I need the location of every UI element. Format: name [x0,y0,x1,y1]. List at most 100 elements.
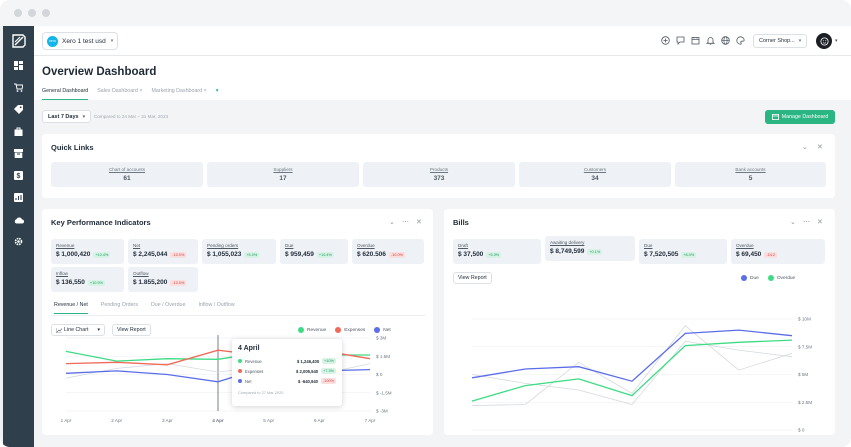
tab-sales-dashboard[interactable]: Sales Dashboard × [97,88,142,100]
legend-label: Due [750,275,759,281]
tab-general-dashboard[interactable]: General Dashboard [42,88,89,100]
kpi-metric-outflow[interactable]: Outflow $ 1.855,200 -10.0% [128,267,198,292]
chart-type-select[interactable]: Line Chart ▾ [51,324,105,336]
add-tab-chevron-icon[interactable]: ▾ [215,88,219,94]
avatar-chevron-down-icon[interactable]: ▾ [835,38,838,44]
tooltip-row-net: Net $ -640,940 -100% [238,376,336,386]
chat-icon[interactable] [676,36,685,45]
more-icon[interactable]: ⋯ [803,219,810,226]
series-line-due[interactable] [471,329,793,382]
sidebar-item-banking[interactable]: $ [12,169,25,182]
tab-marketing-dashboard[interactable]: Marketing Dashboard × [151,88,206,100]
tooltip-badge: +7.3% [321,368,336,374]
tab-pending-orders[interactable]: Pending Orders [100,302,138,308]
kpi-metric-pending-orders[interactable]: Pending orders $ 1,055,023 +5.0% [202,239,276,264]
tab-due-overdue[interactable]: Due / Overdue [150,302,186,308]
bills-metric-due[interactable]: Due $ 7,520,505 +8.0% [639,239,727,264]
kpi-chart-tabs: Revenue / Net Pending Orders Due / Overd… [54,302,248,314]
series-line-overdue[interactable] [471,339,793,402]
kpi-view-report-button[interactable]: View Report [112,324,151,336]
chart-type-value: Line Chart [64,327,89,333]
quick-link-chart-of-accounts[interactable]: Chart of accounts 61 [51,162,203,187]
filter-bar: Last 7 Days ▾ Compared to 24 Mar – 31 Ma… [34,100,851,130]
window-maximize-dot[interactable] [42,9,50,17]
quick-link-label: Products [429,167,449,172]
metric-value: $ 2,245,044 [133,251,168,258]
kpi-metric-revenue[interactable]: Revenue $ 1,000,420 +10.4% [51,239,124,264]
y-tick-label: $ 0 [376,372,383,377]
chevron-down-icon[interactable]: ⌄ [790,219,796,226]
globe-icon[interactable] [721,36,730,45]
quick-link-suppliers[interactable]: Suppliers 17 [207,162,359,187]
chevron-down-icon[interactable]: ⌄ [389,219,395,226]
close-icon[interactable]: × [203,88,207,94]
sidebar-item-products[interactable] [12,103,25,116]
sidebar-item-reports[interactable] [12,191,25,204]
more-icon[interactable]: ⋯ [402,219,409,226]
metric-badge: -14.2 [764,251,777,258]
kpi-metric-net[interactable]: Net $ 2,245,044 -10.0% [128,239,198,264]
quick-link-count: 373 [433,175,445,182]
palette-icon[interactable] [736,36,745,45]
metric-badge: -10.0% [170,251,187,258]
metric-badge: +10.4% [316,251,334,258]
chevron-down-icon[interactable]: ⌄ [802,144,808,151]
shop-name: Corner Shop... [759,38,795,44]
bills-metric-draft[interactable]: Draft $ 37,500 +5.0% [453,239,541,264]
window-minimize-dot[interactable] [28,9,36,17]
tooltip-row-expenses: Expenses $ 2,005,940 +7.3% [238,366,336,376]
close-icon[interactable]: ✕ [817,144,823,151]
shop-selector[interactable]: Corner Shop... ▾ [753,34,808,48]
metric-label: Due [644,243,653,248]
sidebar-item-cloud[interactable] [12,213,25,226]
cart-icon [14,83,23,92]
sidebar-item-settings[interactable] [12,235,25,248]
tab-label: Sales Dashboard [97,88,138,94]
quick-link-customers[interactable]: Customers 34 [519,162,671,187]
add-icon[interactable] [661,36,670,45]
date-range-select[interactable]: Last 7 Days ▾ [42,110,92,123]
quick-link-bank-accounts[interactable]: Bank accounts 5 [675,162,826,187]
x-tick-label: 6 Apr [314,418,325,423]
manage-dashboard-button[interactable]: Manage Dashboard [765,110,835,124]
kpi-metric-due[interactable]: Due $ 959,459 +10.4% [280,239,348,264]
quick-link-products[interactable]: Products 373 [363,162,515,187]
sidebar-item-purchases[interactable] [12,125,25,138]
bell-icon[interactable] [706,36,715,45]
window-close-dot[interactable] [14,9,22,17]
close-icon[interactable]: ✕ [817,219,823,226]
metric-badge: +10.9% [87,279,105,286]
kpi-metric-overdue[interactable]: Overdue $ 620.506 -10.0% [352,239,424,264]
date-range-value: Last 7 Days [48,113,79,120]
sidebar-item-dashboard[interactable] [12,59,25,72]
metric-label: Overdue [357,243,375,248]
bills-metric-awaiting-delivery[interactable]: Awaiting delivery $ 8,749,599 +0.1% [545,236,635,261]
bills-view-report-button[interactable]: View Report [453,272,492,284]
calendar-icon[interactable] [691,36,700,45]
tooltip-date: 4 April [238,345,260,352]
main-area: xero Xero 1 test usd ▾ Corner Shop... ▾ … [34,26,851,447]
sidebar-item-inventory[interactable] [12,147,25,160]
page-title: Overview Dashboard [42,66,157,78]
tooltip-badge: +10% [322,358,336,364]
app-logo-icon[interactable] [11,33,27,49]
kpi-metric-inflow[interactable]: Inflow $ 136,550 +10.9% [51,267,124,292]
tooltip-value: $ 1,246,400 [297,358,320,364]
tooltip-swatch [238,359,242,363]
tab-inflow-outflow[interactable]: Inflow / Outflow [198,302,235,308]
view-report-label: View Report [117,327,146,333]
compared-period-text: Compared to 24 Mar – 31 Mar, 2023 [94,114,169,119]
metric-badge: +10.4% [93,251,111,258]
organisation-selector[interactable]: xero Xero 1 test usd ▾ [42,32,119,50]
tab-revenue-net[interactable]: Revenue / Net [54,302,88,314]
tag-icon [14,105,23,114]
bills-metric-overdue[interactable]: Overdue $ 69,450 -14.2 [731,239,825,264]
close-icon[interactable]: × [139,88,143,94]
bills-card: Bills ⌄ ⋯ ✕ Draft $ 37,500 +5.0% Awaiting … [444,209,835,435]
divider [51,315,425,316]
close-icon[interactable]: ✕ [416,219,422,226]
avatar[interactable] [816,33,832,49]
box-icon [14,149,23,158]
sidebar-item-sales[interactable] [12,81,25,94]
